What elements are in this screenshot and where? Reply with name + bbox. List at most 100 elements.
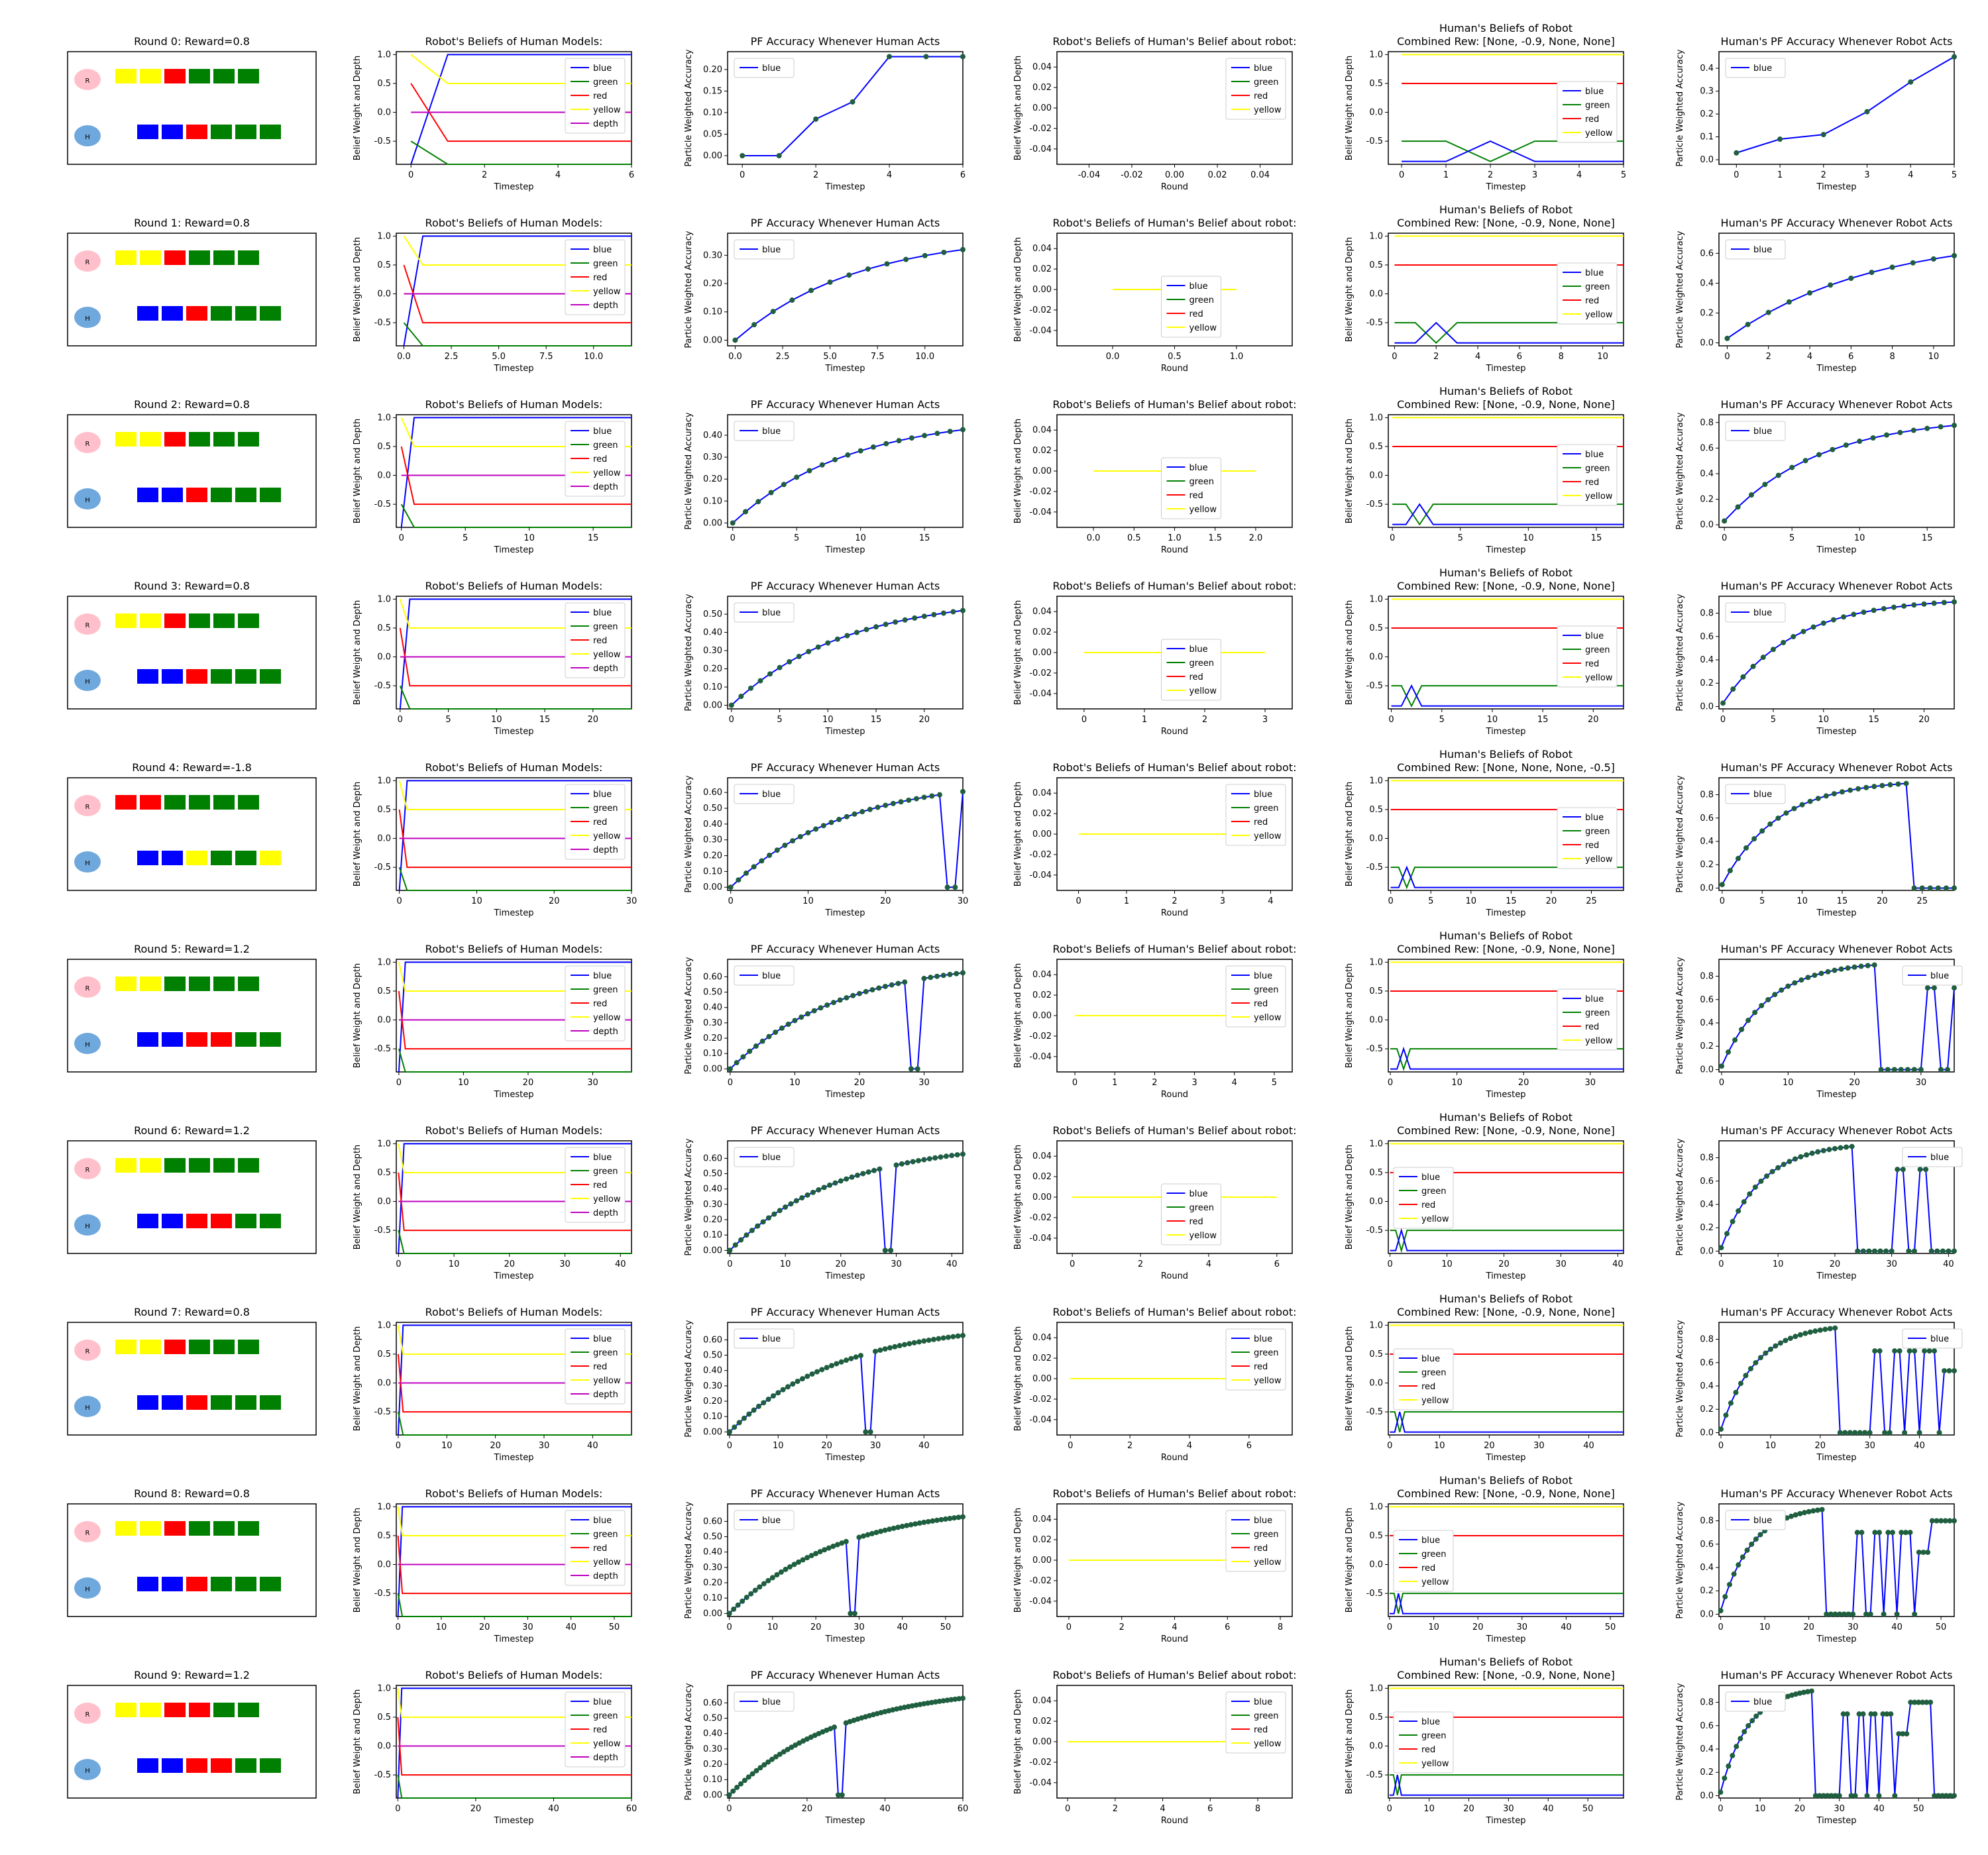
x-axis-label: Timestep (1486, 1453, 1526, 1463)
series-blue (410, 54, 632, 165)
legend-label: red (593, 999, 607, 1009)
y-tick-label: 0.2 (1700, 308, 1714, 318)
robot-block (115, 1158, 137, 1173)
pf-robot-point (1897, 429, 1903, 435)
y-tick-label: 0.4 (1700, 837, 1714, 847)
x-tick-label: 0.0 (728, 352, 742, 362)
y-axis-label: Particle Weighted Accuracy (684, 231, 694, 348)
x-tick-label: 5 (1272, 1078, 1277, 1088)
pf-human-point (789, 1744, 795, 1750)
legend-label: blue (1189, 1189, 1208, 1199)
pf-robot-point (1832, 1611, 1838, 1617)
y-tick-label: 0.5 (377, 986, 391, 996)
x-tick-label: 10 (1765, 1441, 1777, 1451)
pf-human-point (934, 431, 940, 437)
human-block (162, 125, 183, 139)
x-tick-label: 20 (1815, 1441, 1826, 1451)
y-tick-label: 0.5 (377, 1531, 391, 1541)
pf-robot-point (1910, 260, 1916, 266)
pf-robot-point (1802, 1330, 1808, 1336)
legend-label: green (593, 259, 618, 269)
human-beliefs-subtitle: Combined Rew: [None, None, None, -0.5] (1397, 761, 1615, 774)
series-green (1392, 504, 1624, 526)
pf-human-point (903, 256, 909, 262)
y-tick-label: 0.0 (377, 471, 391, 481)
pf-robot-point (1832, 1325, 1838, 1331)
y-tick-label: -0.5 (374, 500, 391, 509)
x-tick-label: 7.5 (871, 352, 885, 362)
pf-robot-point (1832, 967, 1838, 973)
pf-human-point (732, 337, 738, 343)
legend-label: red (1421, 1564, 1435, 1573)
beliefs-panel: Robot's Beliefs of Human Models:0 20 40 60T… (353, 1669, 637, 1826)
x-tick-label: 10 (855, 533, 866, 543)
x-axis-label: Round (1161, 727, 1188, 737)
legend-label: yellow (1585, 1036, 1613, 1046)
x-tick-label: 1 (1112, 1078, 1117, 1088)
pf-human-title: PF Accuracy Whenever Human Acts (751, 761, 940, 774)
x-tick-label: 40 (587, 1441, 598, 1451)
pf-human-point (755, 1223, 761, 1229)
y-tick-label: 0.40 (703, 431, 722, 441)
pf-human-point (844, 1176, 850, 1182)
y-tick-label: 0.60 (703, 972, 722, 982)
robot-block (189, 1521, 210, 1536)
x-tick-label: 30 (1533, 1441, 1545, 1451)
pf-robot-point (1818, 971, 1824, 977)
pf-human-point (843, 1357, 849, 1363)
y-tick-label: 0.2 (1700, 1586, 1714, 1596)
pf-robot-point (1912, 1348, 1918, 1354)
pf-robot-point (1734, 150, 1740, 156)
x-axis-label: Timestep (1816, 727, 1857, 737)
pf-human-point (950, 1334, 956, 1340)
pf-robot-point (1872, 1348, 1878, 1354)
y-tick-label: 0.30 (703, 250, 722, 260)
pf-robot-panel: Human's PF Accuracy Whenever Robot Acts0… (1675, 1487, 1957, 1644)
legend-label: yellow (593, 1194, 621, 1204)
pf-human-point (952, 1696, 958, 1702)
y-tick-label: 0.02 (1032, 1172, 1052, 1182)
human-block (137, 1577, 158, 1591)
legend-box (1725, 58, 1786, 78)
pf-robot-point (1807, 290, 1813, 296)
x-axis-label: Timestep (825, 1090, 865, 1100)
x-tick-label: 0 (727, 1259, 732, 1269)
beliefs-panel: Robot's Beliefs of Human Models:0 10 20 30 4… (353, 1306, 632, 1463)
beliefs-panel: Robot's Beliefs of Human Models:0 10 20 30T… (353, 761, 637, 918)
y-tick-label: 0.0 (1369, 290, 1383, 299)
pf-robot-point (1734, 1744, 1740, 1750)
legend-label: blue (1189, 645, 1208, 655)
pf-robot-point (1931, 985, 1937, 991)
pf-robot-point (1842, 1430, 1848, 1436)
pf-human-point (732, 1424, 738, 1430)
pf-human-point (902, 617, 908, 623)
x-tick-label: 8 (1278, 1622, 1283, 1632)
pf-robot-point (1832, 1793, 1838, 1799)
round-beliefs-panel: Robot's Beliefs of Human's Belief about … (1013, 761, 1297, 918)
pf-human-point (889, 982, 895, 988)
human-token-label: H (85, 497, 90, 504)
pf-human-point (837, 997, 843, 1003)
pf-human-point (860, 1533, 866, 1539)
x-tick-label: 10 (822, 715, 834, 725)
pf-human-point (875, 804, 881, 810)
pf-human-point (792, 1018, 798, 1024)
pf-human-point (726, 1792, 732, 1798)
pf-robot-point (1726, 1581, 1732, 1587)
pf-human-point (790, 838, 796, 844)
pf-robot-point (1952, 599, 1957, 605)
pf-human-point (796, 1559, 802, 1565)
pf-human-point (777, 1208, 783, 1214)
robot-block (140, 432, 161, 447)
y-tick-label: 0.02 (1032, 809, 1052, 819)
pf-robot-point (1856, 1711, 1862, 1717)
legend-label: yellow (1585, 492, 1613, 502)
scene-title: Round 7: Reward=0.8 (134, 1306, 250, 1318)
pf-robot-point (1938, 1518, 1944, 1524)
pf-human-point (816, 1187, 822, 1193)
pf-human-point (828, 1363, 834, 1369)
human-block (162, 488, 183, 502)
pf-robot-point (1775, 815, 1781, 821)
